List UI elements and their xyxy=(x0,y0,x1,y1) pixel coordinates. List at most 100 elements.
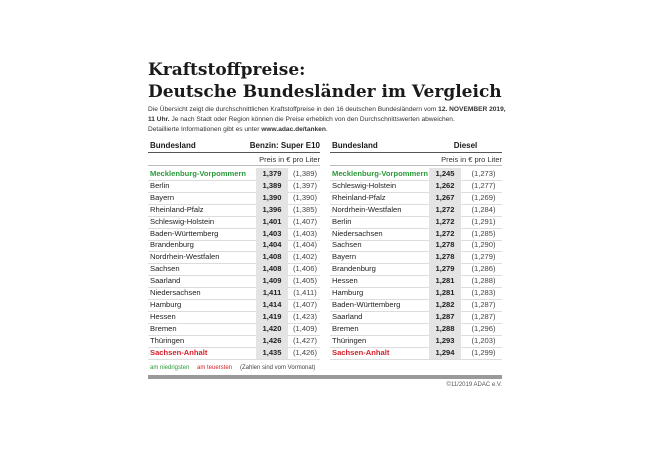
previous-price: (1,269) xyxy=(471,192,496,202)
legend-lowest: am niedrigsten xyxy=(150,365,190,371)
state-name: Nordrhein-Westfalen xyxy=(150,252,220,262)
price: 1,420 xyxy=(256,322,288,335)
table-row: Rheinland-Pfalz 1,396 (1,385) xyxy=(148,203,320,217)
table-row: Hamburg 1,281 (1,283) xyxy=(330,287,502,300)
unit: Preis in € pro Liter xyxy=(441,155,502,164)
table-row: Hamburg 1,414 (1,407) xyxy=(148,298,320,312)
previous-price: (1,287) xyxy=(471,299,496,309)
price: 1,294 xyxy=(429,346,461,359)
price: 1,401 xyxy=(256,215,288,228)
state-name: Rheinland-Pfalz xyxy=(332,192,386,202)
price: 1,293 xyxy=(429,334,461,347)
previous-price: (1,273) xyxy=(471,169,496,178)
state-name: Brandenburg xyxy=(332,264,376,274)
state-name: Saarland xyxy=(150,276,181,286)
price: 1,404 xyxy=(256,239,288,252)
previous-price: (1,406) xyxy=(292,264,318,274)
table-row: Brandenburg 1,404 (1,404) xyxy=(148,239,320,253)
state-name: Bremen xyxy=(332,323,359,333)
table-row: Bremen 1,288 (1,296) xyxy=(330,322,502,336)
price: 1,403 xyxy=(256,227,288,240)
state-name: Baden-Württemberg xyxy=(150,228,219,238)
description-part: Die Übersicht zeigt die durchschnittlich… xyxy=(148,106,439,113)
previous-price: (1,284) xyxy=(471,204,496,214)
state-name: Saarland xyxy=(332,311,363,321)
fuel-header: Benzin: Super E10 xyxy=(249,141,320,150)
table-row: Baden-Württemberg 1,403 (1,403) xyxy=(148,227,320,241)
state-name: Bayern xyxy=(150,192,175,202)
previous-price: (1,285) xyxy=(471,228,496,238)
price: 1,390 xyxy=(256,191,288,204)
table-row: Sachsen-Anhalt 1,435 (1,426) xyxy=(148,346,320,360)
state-name: Thüringen xyxy=(332,335,367,345)
price: 1,288 xyxy=(429,322,461,335)
table-row: Nordrhein-Westfalen 1,408 (1,402) xyxy=(148,251,320,265)
state-name: Berlin xyxy=(150,180,170,190)
description-part: www.adac.de/tanken xyxy=(261,126,326,133)
state-name: Hamburg xyxy=(332,288,364,297)
table-row: Saarland 1,409 (1,405) xyxy=(148,275,320,289)
state-name: Mecklenburg-Vorpommern xyxy=(150,169,247,178)
price: 1,245 xyxy=(429,168,461,180)
price: 1,272 xyxy=(429,227,461,240)
description-part: . xyxy=(325,126,328,133)
table-row: Niedersachsen 1,272 (1,285) xyxy=(330,227,502,241)
state-name: Sachsen xyxy=(150,264,180,274)
table-row: Schleswig-Holstein 1,262 (1,277) xyxy=(330,179,502,193)
price: 1,278 xyxy=(429,239,461,252)
price: 1,414 xyxy=(256,298,288,311)
footer-bar xyxy=(148,375,502,379)
title-line1: Kraftstoffpreise: xyxy=(148,60,306,80)
state-name: Sachsen-Anhalt xyxy=(332,347,390,357)
unit: Preis in € pro Liter xyxy=(259,155,320,164)
table-row: Saarland 1,287 (1,287) xyxy=(330,310,502,324)
previous-price: (1,407) xyxy=(292,299,318,309)
price: 1,279 xyxy=(429,263,461,276)
price: 1,426 xyxy=(256,334,288,347)
table-row: Brandenburg 1,279 (1,286) xyxy=(330,263,502,277)
previous-price: (1,291) xyxy=(471,216,496,226)
state-name: Niedersachsen xyxy=(332,228,383,238)
state-name: Bayern xyxy=(332,252,357,262)
state-name: Nordrhein-Westfalen xyxy=(332,204,402,214)
state-name: Thüringen xyxy=(150,335,185,345)
state-name: Hessen xyxy=(150,311,176,321)
state-name: Brandenburg xyxy=(150,240,194,250)
previous-price: (1,426) xyxy=(292,347,318,357)
description-part: 11 Uhr. xyxy=(148,116,170,123)
price: 1,272 xyxy=(429,203,461,216)
state-name: Mecklenburg-Vorpommern xyxy=(332,169,429,178)
region-header: Bundesland xyxy=(332,141,378,150)
previous-price: (1,389) xyxy=(292,169,318,178)
price: 1,267 xyxy=(429,191,461,204)
price: 1,408 xyxy=(256,251,288,264)
table-row: Hessen 1,419 (1,423) xyxy=(148,310,320,324)
table-row: Mecklenburg-Vorpommern 1,379 (1,389) xyxy=(148,168,320,181)
fuel-header: Diesel xyxy=(453,141,478,150)
previous-price: (1,283) xyxy=(471,288,496,297)
previous-price: (1,286) xyxy=(471,264,496,274)
unit-rule xyxy=(330,165,502,166)
table-row: Nordrhein-Westfalen 1,272 (1,284) xyxy=(330,203,502,217)
table-row: Bayern 1,278 (1,279) xyxy=(330,251,502,265)
price: 1,409 xyxy=(256,275,288,288)
state-name: Berlin xyxy=(332,216,352,226)
state-name: Baden-Württemberg xyxy=(332,299,401,309)
previous-price: (1,411) xyxy=(293,288,317,297)
table-row: Schleswig-Holstein 1,401 (1,407) xyxy=(148,215,320,229)
unit-rule xyxy=(148,165,320,166)
table-row: Baden-Württemberg 1,282 (1,287) xyxy=(330,298,502,312)
table-row: Sachsen-Anhalt 1,294 (1,299) xyxy=(330,346,502,360)
price: 1,278 xyxy=(429,251,461,264)
state-name: Niedersachsen xyxy=(150,288,201,297)
price: 1,282 xyxy=(429,298,461,311)
state-name: Schleswig-Holstein xyxy=(150,216,215,226)
price: 1,262 xyxy=(429,179,461,192)
state-name: Hamburg xyxy=(150,299,182,309)
table-row: Rheinland-Pfalz 1,267 (1,269) xyxy=(330,191,502,205)
price: 1,379 xyxy=(256,168,288,180)
description-line: Detaillierte Informationen gibt es unter… xyxy=(148,126,328,133)
previous-price: (1,288) xyxy=(471,276,496,286)
previous-price: (1,427) xyxy=(292,335,318,345)
